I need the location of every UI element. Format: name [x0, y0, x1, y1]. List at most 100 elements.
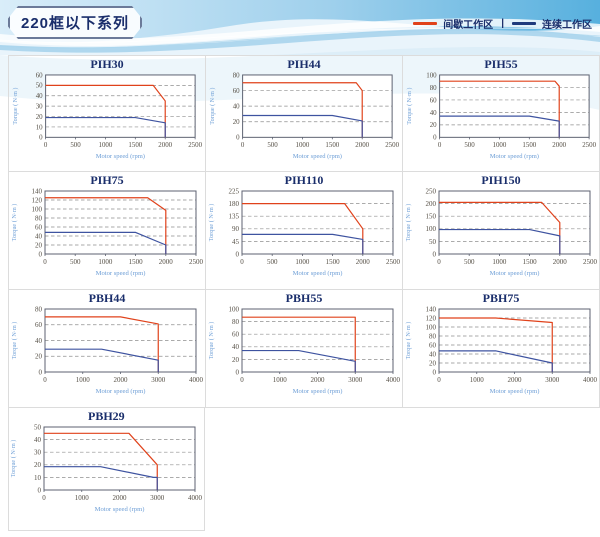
svg-text:1500: 1500: [522, 142, 536, 149]
svg-text:50: 50: [34, 423, 42, 431]
chart-grid: PIH30 0 10 20 30 40 50 60 0 500 1000 1500 2000 2500 M…: [8, 55, 600, 531]
svg-text:140: 140: [32, 187, 43, 195]
svg-text:100: 100: [426, 72, 437, 79]
svg-text:40: 40: [35, 232, 43, 240]
svg-text:3000: 3000: [151, 376, 166, 384]
svg-text:1500: 1500: [325, 142, 339, 149]
chart-title: PBH44: [88, 291, 126, 305]
svg-text:Motor speed (rpm): Motor speed (rpm): [96, 270, 146, 277]
svg-text:Torque ( N·m ): Torque ( N·m ): [406, 88, 413, 125]
svg-text:2000: 2000: [508, 376, 523, 384]
svg-text:Motor speed (rpm): Motor speed (rpm): [490, 153, 539, 160]
svg-text:100: 100: [426, 225, 437, 233]
chart-row-3: PBH44 0 20 40 60 80 0 1000 2000 3000 4000 Motor sp…: [8, 290, 600, 408]
svg-text:4000: 4000: [189, 376, 204, 384]
svg-text:1500: 1500: [129, 258, 144, 266]
svg-text:2000: 2000: [159, 258, 174, 266]
svg-text:0: 0: [39, 135, 43, 142]
svg-text:50: 50: [429, 238, 437, 246]
svg-text:Motor speed (rpm): Motor speed (rpm): [96, 153, 145, 160]
svg-text:500: 500: [267, 142, 278, 149]
svg-text:2000: 2000: [113, 494, 128, 502]
svg-text:120: 120: [32, 196, 43, 204]
svg-text:60: 60: [430, 97, 437, 104]
chart-title: PIH44: [287, 57, 321, 71]
svg-text:90: 90: [232, 225, 240, 233]
svg-text:0: 0: [38, 486, 42, 494]
svg-text:500: 500: [267, 258, 278, 266]
svg-text:2000: 2000: [552, 142, 566, 149]
svg-text:10: 10: [34, 474, 42, 482]
svg-text:0: 0: [43, 494, 47, 502]
svg-text:60: 60: [36, 72, 43, 79]
chart-legend: 间歇工作区 | 连续工作区: [413, 16, 592, 31]
svg-text:2500: 2500: [189, 258, 204, 266]
svg-text:0: 0: [240, 376, 244, 384]
svg-text:100: 100: [32, 205, 43, 213]
continuous-line-swatch: [512, 22, 536, 25]
svg-text:0: 0: [433, 135, 437, 142]
svg-text:30: 30: [36, 104, 43, 111]
svg-text:225: 225: [229, 187, 240, 195]
svg-text:1000: 1000: [492, 258, 507, 266]
svg-text:2000: 2000: [553, 258, 568, 266]
chart-cell-pbh75: PBH75 0 20 40 60 80 100 120 140 0 1000 2000 3000 400…: [403, 290, 600, 408]
svg-text:3000: 3000: [151, 494, 166, 502]
chart-cell-pih44: PIH44 0 20 40 60 80 0 500 1000 1500 2000 2500 Motor…: [206, 55, 403, 172]
svg-text:40: 40: [35, 337, 43, 345]
torque-speed-chart-pih44: 0 20 40 60 80 0 500 1000 1500 2000 2500 Motor speed…: [209, 72, 400, 160]
svg-text:2500: 2500: [582, 142, 596, 149]
torque-speed-chart-pih110: 0 45 90 135 180 225 0 500 1000 1500 2000 2500 Motor …: [208, 187, 401, 277]
svg-text:0: 0: [236, 135, 240, 142]
svg-text:140: 140: [426, 305, 437, 313]
svg-text:20: 20: [429, 359, 437, 367]
torque-speed-chart-pbh44: 0 20 40 60 80 0 1000 2000 3000 4000 Motor speed (r…: [11, 305, 204, 395]
chart-cell-pih150: PIH150 0 50 100 150 200 250 0 500 1000 1500 2000 25…: [403, 172, 600, 290]
legend-separator: |: [501, 18, 504, 29]
svg-text:Torque ( N·m ): Torque ( N·m ): [10, 440, 17, 478]
svg-text:Torque ( N·m ): Torque ( N·m ): [405, 322, 412, 360]
svg-text:Torque ( N·m ): Torque ( N·m ): [209, 88, 216, 125]
svg-text:0: 0: [433, 250, 437, 258]
svg-text:60: 60: [429, 341, 437, 349]
svg-text:Torque ( N·m ): Torque ( N·m ): [405, 204, 412, 242]
svg-text:2000: 2000: [355, 142, 369, 149]
svg-text:0: 0: [44, 142, 48, 149]
chart-cell-pbh55: PBH55 0 20 40 60 80 100 0 1000 2000 3000 4000 Motor…: [206, 290, 403, 408]
chart-title: PBH29: [87, 409, 125, 423]
svg-text:4000: 4000: [188, 494, 203, 502]
chart-title: PIH75: [90, 173, 124, 187]
svg-text:1000: 1000: [273, 376, 288, 384]
svg-text:1000: 1000: [76, 376, 91, 384]
svg-text:0: 0: [236, 250, 240, 258]
page-title: 220框以下系列: [21, 15, 130, 32]
svg-text:Torque ( N·m ): Torque ( N·m ): [11, 204, 18, 242]
svg-text:Torque ( N·m ): Torque ( N·m ): [208, 322, 215, 360]
svg-text:80: 80: [233, 72, 240, 79]
svg-text:Torque ( N·m ): Torque ( N·m ): [12, 88, 19, 125]
svg-text:Motor speed (rpm): Motor speed (rpm): [293, 270, 343, 277]
svg-text:50: 50: [36, 83, 43, 90]
chart-row-1: PIH30 0 10 20 30 40 50 60 0 500 1000 1500 2000 2500 M…: [8, 55, 600, 172]
svg-text:40: 40: [429, 350, 437, 358]
svg-text:0: 0: [240, 258, 244, 266]
svg-text:Motor speed (rpm): Motor speed (rpm): [96, 388, 146, 395]
chart-row-2: PIH75 0 20 40 60 80 100 120 140 0 500 1000 1500 2000…: [8, 172, 600, 290]
svg-text:60: 60: [232, 331, 240, 339]
svg-text:1500: 1500: [326, 258, 341, 266]
svg-text:500: 500: [464, 258, 475, 266]
svg-text:80: 80: [35, 214, 43, 222]
svg-text:250: 250: [426, 187, 437, 195]
chart-cell-pih75: PIH75 0 20 40 60 80 100 120 140 0 500 1000 1500 2000…: [8, 172, 206, 290]
svg-text:500: 500: [70, 142, 81, 149]
svg-text:100: 100: [229, 305, 240, 313]
chart-cell-pih30: PIH30 0 10 20 30 40 50 60 0 500 1000 1500 2000 2500 M…: [8, 55, 206, 172]
svg-text:40: 40: [232, 343, 240, 351]
svg-text:Torque ( N·m ): Torque ( N·m ): [11, 322, 18, 360]
svg-text:0: 0: [236, 368, 240, 376]
